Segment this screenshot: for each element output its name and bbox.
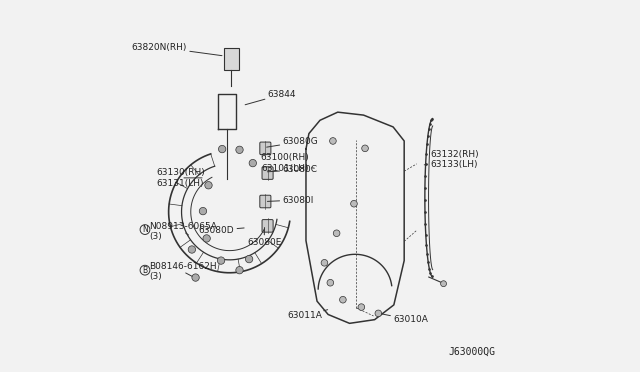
Text: 63844: 63844 — [245, 90, 296, 105]
Circle shape — [218, 145, 226, 153]
Circle shape — [358, 304, 365, 310]
Circle shape — [192, 274, 199, 281]
Circle shape — [188, 246, 196, 253]
Text: 63100(RH)
63101(LH): 63100(RH) 63101(LH) — [260, 153, 314, 173]
Circle shape — [249, 160, 257, 167]
Circle shape — [245, 256, 253, 263]
FancyBboxPatch shape — [260, 142, 271, 155]
Text: 63130(RH)
63131(LH): 63130(RH) 63131(LH) — [157, 168, 205, 187]
Circle shape — [203, 235, 211, 242]
FancyBboxPatch shape — [262, 167, 273, 179]
Text: 63132(RH)
63133(LH): 63132(RH) 63133(LH) — [424, 150, 479, 169]
Circle shape — [330, 138, 336, 144]
Circle shape — [333, 230, 340, 237]
Circle shape — [375, 310, 381, 317]
FancyBboxPatch shape — [260, 195, 271, 208]
Text: N: N — [142, 225, 148, 234]
Text: 63080C: 63080C — [268, 165, 317, 174]
Circle shape — [340, 296, 346, 303]
Text: 63080E: 63080E — [247, 228, 281, 247]
Text: 63080G: 63080G — [267, 137, 318, 147]
Circle shape — [199, 208, 207, 215]
Polygon shape — [224, 48, 239, 70]
Text: 63080D: 63080D — [198, 226, 244, 235]
Circle shape — [236, 146, 243, 154]
Text: J63000QG: J63000QG — [449, 347, 495, 357]
Text: B08146-6162H
(3): B08146-6162H (3) — [149, 262, 217, 281]
FancyBboxPatch shape — [262, 219, 273, 232]
Text: 63820N(RH): 63820N(RH) — [132, 43, 222, 56]
Circle shape — [321, 260, 328, 266]
Text: 63011A: 63011A — [287, 310, 328, 320]
Circle shape — [205, 182, 212, 189]
Circle shape — [362, 145, 369, 152]
Text: N08913-6065A
(3): N08913-6065A (3) — [149, 222, 218, 241]
Text: B: B — [143, 266, 148, 275]
Circle shape — [351, 201, 357, 207]
Circle shape — [236, 266, 243, 274]
Text: 63010A: 63010A — [382, 314, 428, 324]
Circle shape — [327, 279, 333, 286]
Text: 63080I: 63080I — [268, 196, 314, 205]
Circle shape — [440, 281, 447, 287]
Circle shape — [218, 257, 225, 264]
